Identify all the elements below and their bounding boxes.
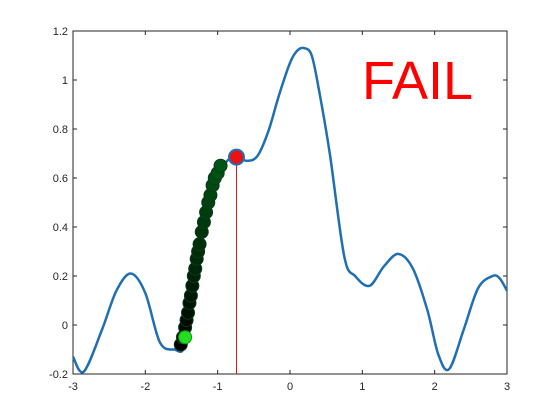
end-point-marker xyxy=(227,148,245,166)
y-tick-label: 0.4 xyxy=(53,222,68,234)
path-marker xyxy=(213,158,228,173)
y-tick-label: 0 xyxy=(62,320,68,332)
start-point-marker xyxy=(178,330,193,345)
y-tick-label: 1 xyxy=(62,75,68,87)
axis-ticks xyxy=(72,30,508,375)
y-tick-label: 0.2 xyxy=(53,271,68,283)
optimization-path-markers xyxy=(173,158,228,352)
x-tick-label: 0 xyxy=(287,381,293,393)
x-tick-label: -1 xyxy=(213,381,223,393)
y-tick-label: 1.2 xyxy=(53,26,68,38)
x-tick-label: -2 xyxy=(140,381,150,393)
tick-labels: -3 -2 -1 0 1 2 3 -0.2 0 0.2 0.4 0.6 0.8 1 1.2 xyxy=(49,26,510,393)
x-tick-label: 1 xyxy=(359,381,365,393)
fail-annotation: FAIL xyxy=(362,51,473,111)
path-marker xyxy=(192,237,207,252)
x-tick-label: 3 xyxy=(504,381,510,393)
y-tick-label: 0.8 xyxy=(53,124,68,136)
y-tick-label: -0.2 xyxy=(49,369,68,381)
function-curve xyxy=(71,46,509,374)
y-tick-label: 0.6 xyxy=(53,173,68,185)
x-tick-label: 2 xyxy=(432,381,438,393)
x-tick-label: -3 xyxy=(68,381,78,393)
